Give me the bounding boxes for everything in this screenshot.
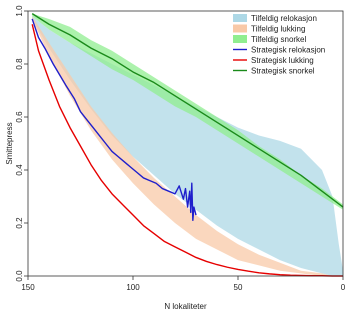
y-tick-label-5: 1.0 (15, 5, 24, 17)
y-axis: 0.0 0.2 0.4 0.6 0.8 1.0 (15, 5, 28, 282)
x-axis: 150 100 50 0 (21, 276, 345, 292)
x-tick-label-3: 0 (341, 283, 345, 292)
y-tick-label-0: 0.0 (15, 270, 24, 282)
legend-label-0: Tilfeldig relokasjon (251, 14, 317, 23)
y-tick-label-3: 0.6 (15, 111, 24, 123)
x-tick-label-2: 50 (234, 283, 243, 292)
series-line-1 (31, 24, 343, 277)
y-axis-title: Smittepress (5, 122, 14, 164)
legend-swatch-0 (233, 14, 247, 22)
legend-swatch-2 (233, 35, 247, 43)
lines-layer (31, 13, 344, 277)
x-tick-label-1: 100 (126, 283, 140, 292)
legend-label-4: Strategisk lukking (251, 56, 314, 65)
legend: Tilfeldig relokasjon Tilfeldig lukkingTil… (233, 14, 325, 76)
y-tick-label-1: 0.2 (15, 217, 24, 229)
series-line-0 (31, 18, 197, 222)
legend-swatch-1 (233, 24, 247, 33)
band-0 (32, 16, 343, 277)
legend-label-3: Strategisk relokasjon (251, 46, 325, 55)
band-2 (32, 13, 343, 210)
x-axis-title: N lokaliteter (164, 302, 207, 311)
legend-label-2: Tilfeldig snorkel (251, 35, 307, 44)
y-tick-label-2: 0.4 (15, 164, 24, 176)
x-tick-label-0: 150 (21, 283, 35, 292)
series-line-2 (31, 13, 344, 208)
plot-frame (27, 10, 344, 277)
legend-label-1: Tilfeldig lukking (251, 25, 305, 34)
legend-label-5: Strategisk snorkel (251, 67, 315, 76)
y-tick-label-4: 0.8 (15, 58, 24, 70)
bands-layer (32, 13, 343, 277)
band-1 (32, 16, 343, 277)
